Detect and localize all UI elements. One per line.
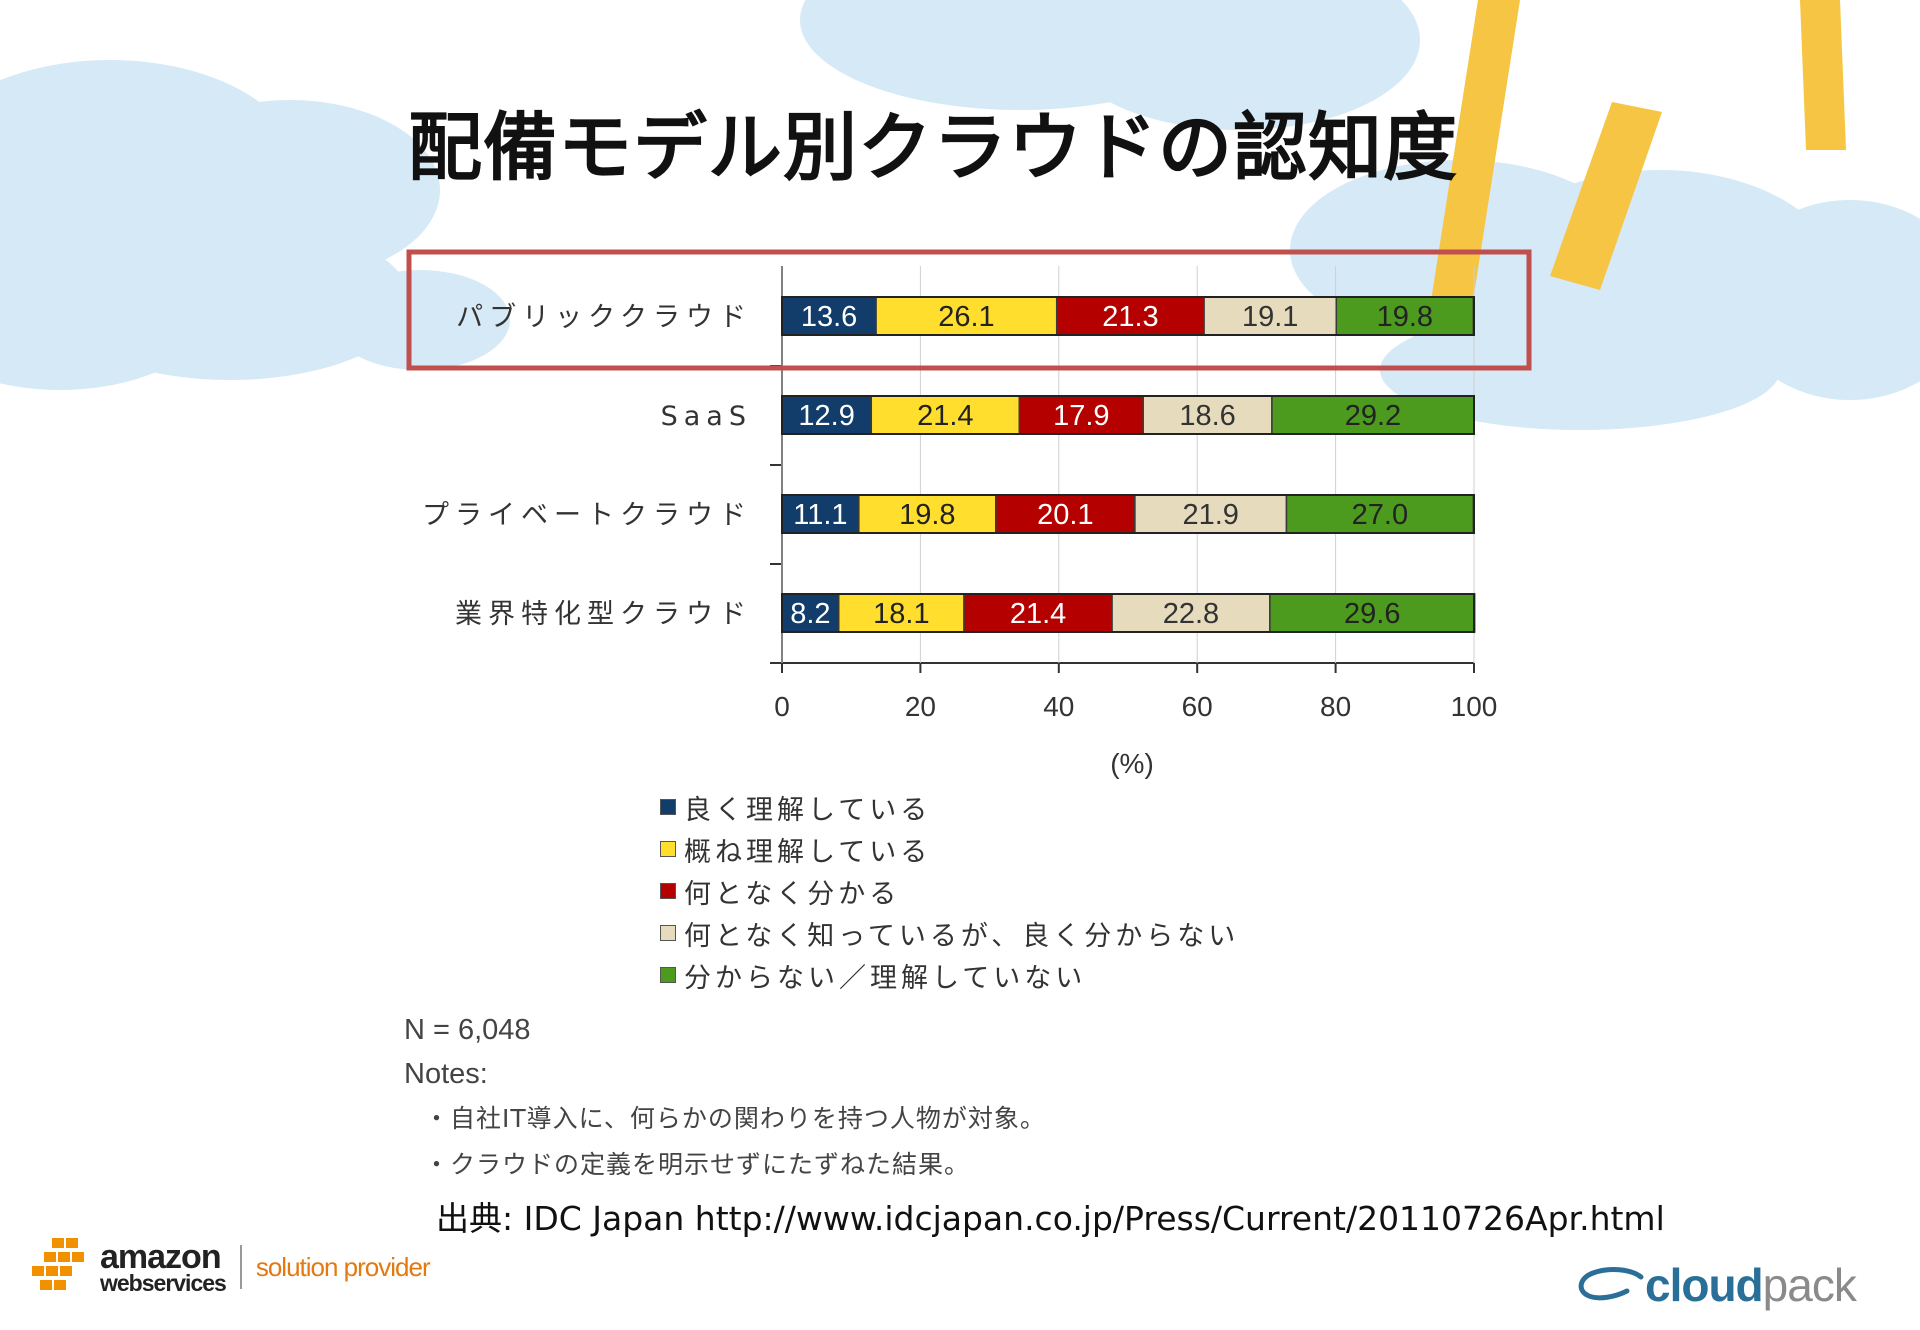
bar-value-label: 29.6 [1344, 598, 1400, 630]
aws-solution-text: solution provider [255, 1251, 431, 1282]
bar-value-label: 26.1 [938, 301, 994, 333]
bar-value-label: 27.0 [1352, 499, 1408, 531]
category-label: 業界特化型クラウド [455, 599, 752, 630]
aws-amazon-text: amazon [100, 1237, 222, 1276]
bar-segment [781, 494, 860, 534]
bar-segment [1335, 296, 1475, 336]
highlight-box [406, 249, 1532, 371]
legend-swatch [660, 925, 676, 941]
bar-value-label: 12.9 [798, 400, 854, 432]
bar-value-label: 19.8 [1377, 301, 1433, 333]
bar-value-label: 18.1 [873, 598, 929, 630]
bar-outline [781, 395, 1475, 435]
legend-label: 何となく知っているが、良く分からない [684, 920, 1240, 952]
legend-label: 何となく分かる [684, 878, 901, 910]
notes-heading: Notes: [404, 1058, 488, 1090]
aws-cubes-icon [32, 1238, 84, 1290]
cloudpack-cloud-text: cloud [1645, 1259, 1764, 1311]
bar-value-label: 13.6 [801, 301, 857, 333]
bar-value-label: 19.1 [1242, 301, 1298, 333]
bar-outline [781, 296, 1475, 336]
bar-value-label: 11.1 [793, 499, 847, 531]
source-citation: 出典: IDC Japan http://www.idcjapan.co.jp/… [436, 1199, 1665, 1238]
legend-item: 概ね理解している [660, 828, 1239, 870]
note-item: ・クラウドの定義を明示せずにたずねた結果。 [424, 1150, 971, 1179]
category-label: プライベートクラウド [422, 500, 752, 531]
sample-size: N = 6,048 [404, 1014, 531, 1046]
logo-divider [239, 1245, 242, 1289]
bar-segment [1269, 593, 1476, 633]
bar-value-label: 20.1 [1037, 499, 1093, 531]
bar-value-label: 29.2 [1345, 400, 1401, 432]
bar-value-label: 17.9 [1053, 400, 1109, 432]
legend-swatch [660, 883, 676, 899]
bar-value-label: 21.4 [1010, 598, 1066, 630]
bar-outline [781, 593, 1475, 633]
legend-item: 何となく知っているが、良く分からない [660, 912, 1239, 954]
bar-segment [1285, 494, 1475, 534]
cloudpack-logo: cloud pack [1575, 1258, 1857, 1312]
page-title: 配備モデル別クラウドの認知度 [408, 105, 1458, 191]
bar-value-label: 21.3 [1102, 301, 1158, 333]
legend-label: 分からない／理解していない [684, 962, 1087, 994]
bar-value-label: 18.6 [1179, 400, 1235, 432]
cloudpack-pack-text: pack [1762, 1259, 1857, 1311]
legend-item: 分からない／理解していない [660, 954, 1239, 996]
bar-value-label: 21.9 [1182, 499, 1238, 531]
x-tick-label: 80 [1320, 691, 1351, 722]
x-tick-label: 100 [1451, 691, 1498, 722]
legend-label: 良く理解している [684, 794, 932, 826]
x-tick-label: 60 [1182, 691, 1213, 722]
bar-segment [963, 593, 1113, 633]
x-tick-label: 40 [1043, 691, 1074, 722]
chart-legend: 良く理解している 概ね理解している 何となく分かる 何となく知っているが、良く分… [660, 786, 1239, 996]
bar-segment [1134, 494, 1288, 534]
bar-value-label: 8.2 [790, 598, 830, 630]
bar-segment [781, 593, 840, 633]
aws-logo: amazon webservices solution provider [30, 1236, 431, 1298]
bar-segment [995, 494, 1136, 534]
chart-notes: N = 6,048 Notes: ・自社IT導入に、何らかの関わりを持つ人物が対… [404, 1008, 1046, 1188]
legend-swatch [660, 967, 676, 983]
x-tick-label: 0 [774, 691, 790, 722]
legend-swatch [660, 841, 676, 857]
x-tick-label: 20 [905, 691, 936, 722]
legend-item: 良く理解している [660, 786, 1239, 828]
category-label: SaaS [661, 401, 752, 432]
aws-wordmark: amazon webservices [100, 1237, 227, 1296]
bar-outline [781, 494, 1475, 534]
bar-value-label: 21.4 [917, 400, 973, 432]
bar-segment [870, 395, 1021, 435]
category-label: パブリッククラウド [456, 302, 752, 333]
bar-value-label: 19.8 [899, 499, 955, 531]
bar-segment [1018, 395, 1144, 435]
legend-item: 何となく分かる [660, 870, 1239, 912]
aws-webservices-text: webservices [100, 1269, 227, 1296]
cloudpack-swoosh-icon [1578, 1267, 1644, 1301]
x-axis-label: (%) [1110, 748, 1154, 779]
note-item: ・自社IT導入に、何らかの関わりを持つ人物が対象。 [424, 1104, 1046, 1133]
legend-swatch [660, 799, 676, 815]
bar-segment [1271, 395, 1475, 435]
bar-value-label: 22.8 [1163, 598, 1219, 630]
legend-label: 概ね理解している [684, 836, 932, 868]
